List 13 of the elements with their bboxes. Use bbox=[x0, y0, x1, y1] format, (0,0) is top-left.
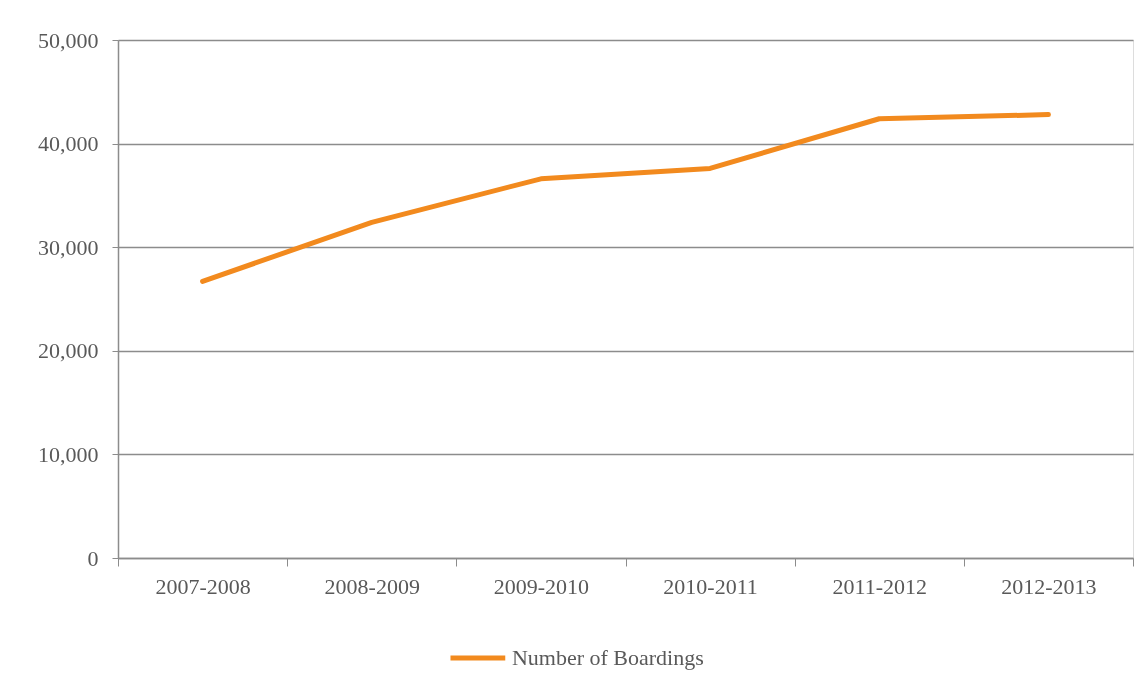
y-tick-label: 20,000 bbox=[38, 338, 99, 364]
x-tick-label: 2011-2012 bbox=[832, 573, 928, 599]
y-tick-label: 30,000 bbox=[38, 234, 99, 260]
x-tick-label: 2008-2009 bbox=[324, 573, 420, 599]
y-tick-label: 0 bbox=[87, 545, 99, 571]
legend-label: Number of Boardings bbox=[511, 645, 704, 670]
x-tick-label: 2007-2008 bbox=[155, 573, 251, 599]
x-tick-label: 2010-2011 bbox=[663, 573, 758, 599]
y-tick-label: 40,000 bbox=[38, 131, 99, 157]
x-tick-label: 2012-2013 bbox=[1001, 573, 1097, 599]
x-tick-label: 2009-2010 bbox=[493, 573, 590, 599]
y-tick-label: 10,000 bbox=[38, 441, 99, 467]
y-tick-label: 50,000 bbox=[38, 27, 99, 53]
